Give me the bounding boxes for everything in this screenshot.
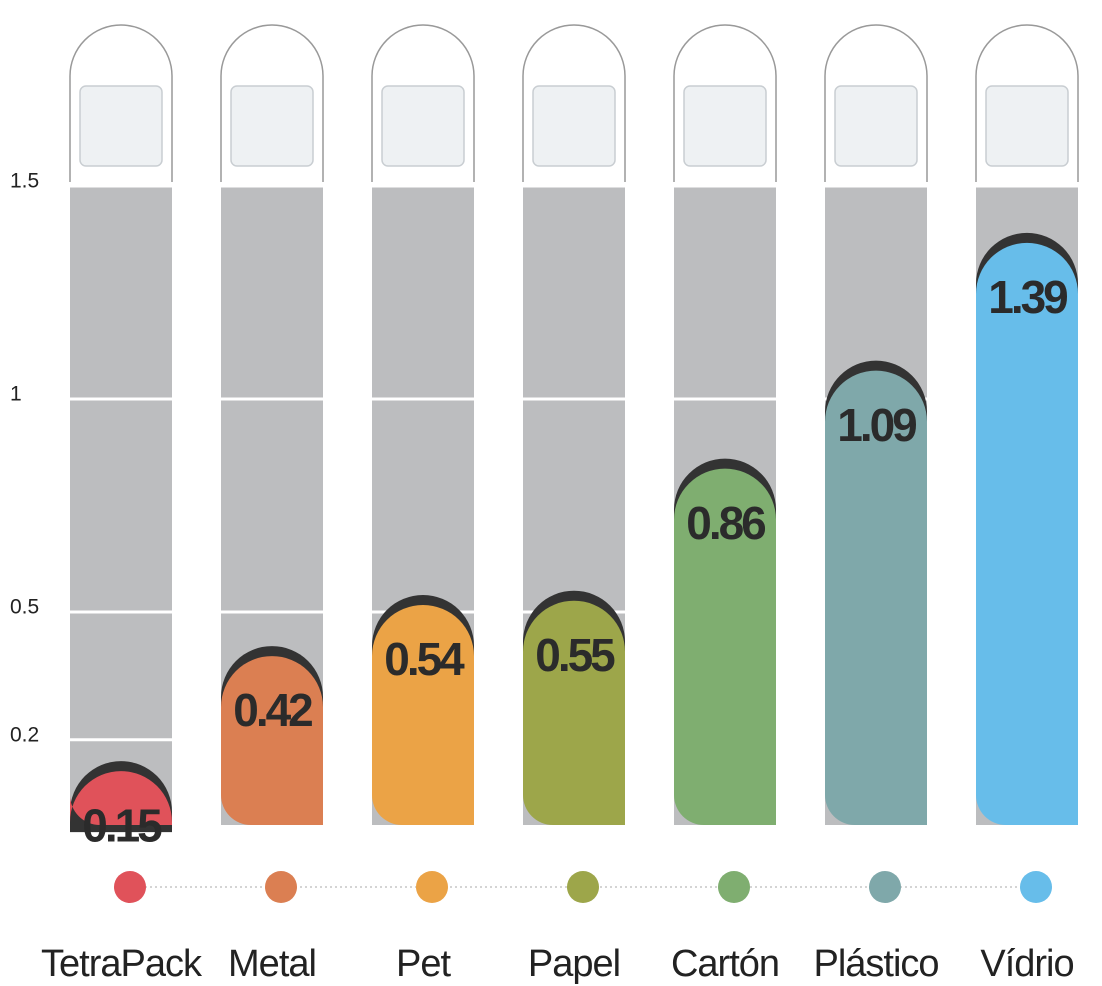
value-label: 0.42 [233, 684, 312, 736]
legend-dot [1020, 871, 1052, 903]
bar [976, 242, 1078, 825]
x-tick-label: Metal [228, 943, 316, 985]
legend-dot [869, 871, 901, 903]
bar [372, 604, 474, 825]
bar [221, 656, 323, 825]
x-tick-label: Vídrio [980, 943, 1073, 985]
column-background [70, 186, 172, 825]
value-label: 0.15 [82, 799, 162, 851]
legend-dot [416, 871, 448, 903]
icon-frame [69, 24, 173, 182]
x-tick-label: Cartón [671, 943, 779, 985]
icons [69, 24, 1079, 182]
legend-dot [718, 871, 750, 903]
x-tick-label: Plástico [813, 943, 938, 985]
value-label: 1.39 [988, 271, 1067, 323]
bar [825, 370, 927, 825]
icon-frame [824, 24, 928, 182]
legend-dot [567, 871, 599, 903]
icon-frame [371, 24, 475, 182]
icon [834, 85, 918, 167]
x-tick-label: Pet [396, 943, 451, 985]
y-tick-label: 1 [10, 383, 22, 406]
y-tick-label: 1.5 [10, 170, 39, 193]
y-tick-label: 0.5 [10, 596, 39, 619]
bar [674, 468, 776, 825]
x-tick-label: Papel [528, 943, 620, 985]
value-label: 0.86 [686, 497, 765, 549]
icon-frame [975, 24, 1079, 182]
icon [532, 85, 616, 167]
bar [70, 771, 172, 825]
icon [381, 85, 465, 167]
value-label: 1.09 [837, 399, 916, 451]
icon-frame [522, 24, 626, 182]
x-tick-label: TetraPack [41, 943, 203, 985]
icon [79, 85, 163, 167]
icon [683, 85, 767, 167]
value-label: 0.54 [384, 633, 465, 685]
legend-dot [265, 871, 297, 903]
icon [985, 85, 1069, 167]
legend-dot [114, 871, 146, 903]
icon-frame [673, 24, 777, 182]
icon [230, 85, 314, 167]
value-label: 0.55 [535, 629, 615, 681]
bar [523, 600, 625, 825]
icon-frame [220, 24, 324, 182]
y-tick-label: 0.2 [10, 723, 39, 746]
